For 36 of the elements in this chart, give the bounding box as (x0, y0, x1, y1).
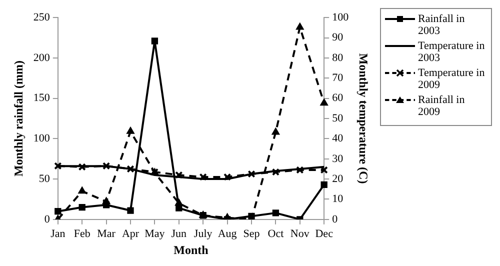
y2-tick-label: 40 (332, 132, 344, 145)
legend-label: Temperature in 2003 (418, 40, 486, 64)
y2-tick-label: 60 (332, 92, 344, 104)
y-tick-label: 50 (38, 172, 50, 185)
x-tick-label: Jun (171, 228, 188, 240)
y2-tick-label: 100 (332, 11, 350, 24)
x-axis-title: Month (174, 242, 209, 257)
x-tick-label: Nov (290, 228, 310, 240)
y-axis-title: Monthly rainfall (mm) (11, 60, 26, 176)
legend-label: Rainfall in 2003 (418, 13, 466, 37)
y2-tick-label: 50 (332, 112, 344, 124)
x-tick-label: Aug (218, 228, 238, 240)
y2-tick-label: 80 (332, 52, 344, 64)
x-tick-label: Mar (97, 228, 116, 240)
legend-label: Temperature in 2009 (418, 67, 486, 91)
x-tick-label: Oct (268, 228, 284, 240)
x-tick-label: Sep (243, 228, 260, 240)
x-tick-label: Apr (122, 228, 140, 240)
y2-tick-label: 70 (332, 72, 344, 84)
y2-tick-label: 20 (332, 172, 344, 185)
x-tick-label: Feb (74, 228, 91, 240)
x-tick-label: July (194, 228, 213, 240)
y-tick-label: 250 (33, 11, 50, 24)
x-tick-label: May (144, 228, 166, 240)
y2-tick-label: 10 (332, 193, 344, 206)
y-tick-label: 150 (33, 92, 50, 104)
y2-tick-label: 30 (332, 152, 344, 165)
y2-tick-label: 90 (332, 32, 344, 44)
y2-tick-label: 0 (332, 213, 338, 226)
y-tick-label: 200 (33, 52, 50, 64)
legend-label: Rainfall in 2009 (418, 94, 466, 118)
y2-axis-title: Monthly temperature (C) (356, 53, 371, 184)
y-tick-label: 0 (44, 213, 50, 226)
x-tick-label: Dec (315, 228, 334, 240)
x-tick-label: Jan (50, 228, 66, 240)
y-tick-label: 100 (33, 132, 50, 145)
